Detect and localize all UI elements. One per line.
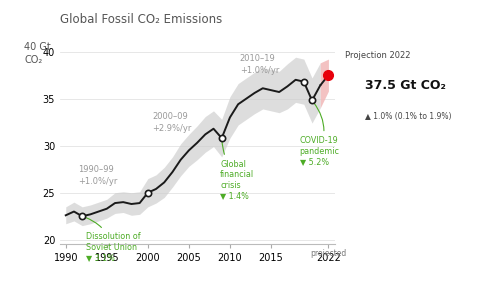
Text: 40 Gt
CO₂: 40 Gt CO₂ (24, 42, 51, 65)
Text: 2010–19
+1.0%/yr: 2010–19 +1.0%/yr (240, 54, 279, 75)
Text: Global
financial
crisis
▼ 1.4%: Global financial crisis ▼ 1.4% (220, 141, 254, 200)
Text: Dissolution of
Soviet Union
▼ 3.1%: Dissolution of Soviet Union ▼ 3.1% (85, 217, 141, 262)
Text: Global Fossil CO₂ Emissions: Global Fossil CO₂ Emissions (60, 13, 222, 26)
Text: 1990–99
+1.0%/yr: 1990–99 +1.0%/yr (78, 166, 118, 186)
Text: ▲ 1.0% (0.1% to 1.9%): ▲ 1.0% (0.1% to 1.9%) (365, 112, 452, 121)
Text: Projection 2022: Projection 2022 (345, 51, 410, 60)
Text: 37.5 Gt CO₂: 37.5 Gt CO₂ (365, 79, 446, 92)
Text: 2000–09
+2.9%/yr: 2000–09 +2.9%/yr (152, 112, 192, 133)
Text: COVID-19
pandemic
▼ 5.2%: COVID-19 pandemic ▼ 5.2% (300, 103, 340, 166)
Text: projected: projected (310, 249, 346, 258)
